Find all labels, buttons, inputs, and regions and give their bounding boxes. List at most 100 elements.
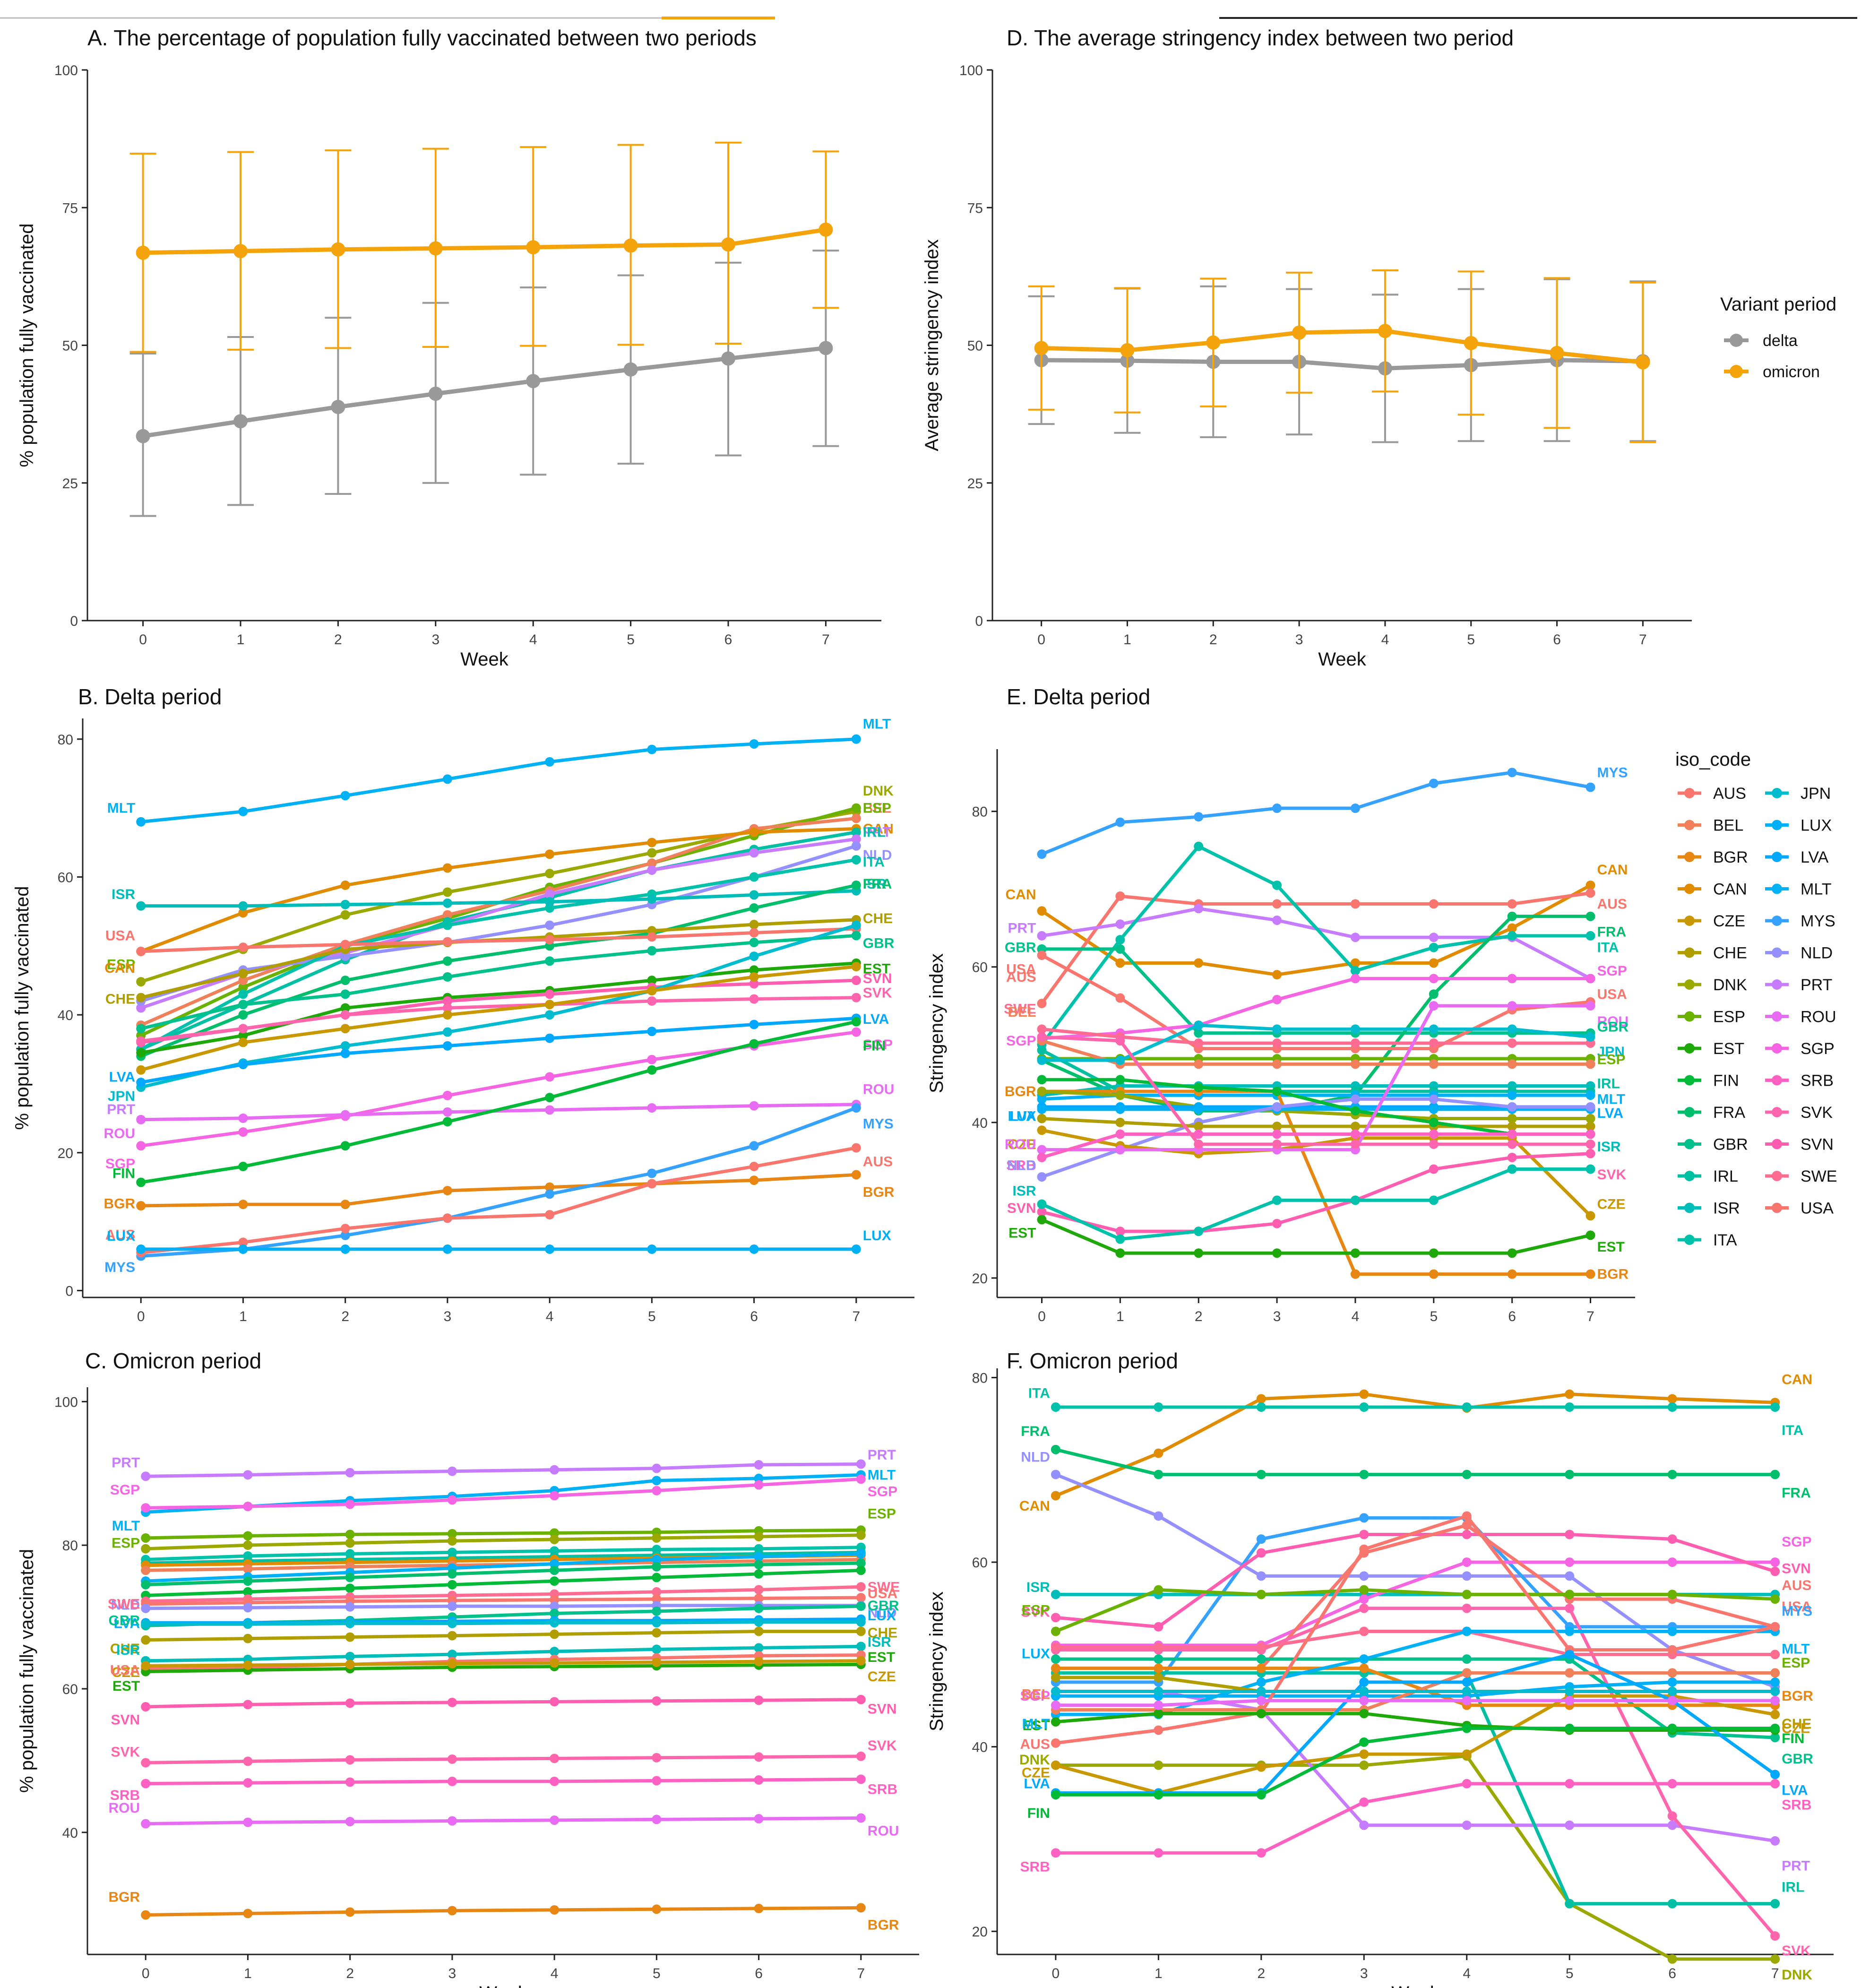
data-point bbox=[754, 1814, 764, 1824]
data-point bbox=[647, 932, 657, 942]
data-point bbox=[545, 1000, 555, 1010]
data-point bbox=[1462, 1749, 1472, 1759]
data-point bbox=[652, 1555, 662, 1564]
y-tick-label: 0 bbox=[65, 1283, 73, 1299]
country-label-mlt: MLT bbox=[112, 1518, 140, 1534]
series-line bbox=[141, 927, 856, 953]
series-line bbox=[140, 924, 857, 1089]
y-tick-label: 40 bbox=[972, 1740, 988, 1755]
legend-label-fra: FRA bbox=[1713, 1104, 1745, 1122]
country-label-fin: FIN bbox=[1782, 1731, 1804, 1746]
data-point bbox=[141, 1635, 151, 1645]
data-point bbox=[1586, 1269, 1595, 1279]
data-point bbox=[1051, 1686, 1060, 1696]
x-tick-label: 3 bbox=[431, 632, 439, 648]
data-point bbox=[1272, 1195, 1282, 1205]
data-point bbox=[447, 1601, 457, 1611]
data-point bbox=[851, 1143, 861, 1153]
data-point bbox=[340, 1244, 350, 1254]
data-point bbox=[1272, 899, 1282, 909]
series-line bbox=[140, 1030, 857, 1148]
country-label-aus: AUS bbox=[1006, 969, 1036, 985]
x-tick-label: 6 bbox=[1553, 632, 1561, 648]
data-point bbox=[340, 1010, 350, 1020]
data-point bbox=[749, 1176, 759, 1185]
series-line bbox=[140, 844, 857, 1003]
country-label-sgp: SGP bbox=[1597, 963, 1627, 979]
data-point bbox=[550, 1535, 560, 1545]
data-point bbox=[1272, 970, 1282, 980]
country-label-srb: SRB bbox=[1782, 1798, 1811, 1813]
series-line bbox=[1042, 1089, 1591, 1276]
data-point bbox=[1051, 1673, 1060, 1683]
series-line bbox=[1055, 1473, 1776, 1688]
country-label-cze: CZE bbox=[1782, 1721, 1810, 1737]
data-point bbox=[647, 1103, 657, 1113]
data-point bbox=[1667, 1779, 1677, 1789]
data-point bbox=[238, 968, 248, 978]
data-point bbox=[238, 942, 248, 952]
data-point bbox=[238, 1024, 248, 1034]
legend-key-point bbox=[1730, 365, 1743, 378]
data-point bbox=[754, 1560, 764, 1570]
series-line bbox=[1055, 1607, 1776, 1937]
x-tick-label: 0 bbox=[1037, 632, 1045, 648]
data-point bbox=[550, 1658, 560, 1668]
panel-title: E. Delta period bbox=[1007, 684, 1150, 709]
legend-key-point bbox=[1684, 1171, 1695, 1181]
data-point bbox=[1194, 1104, 1204, 1114]
series-line bbox=[1042, 977, 1591, 1040]
series-sgp bbox=[141, 1474, 866, 1513]
data-point bbox=[136, 1115, 146, 1124]
country-label-svk: SVK bbox=[1782, 1943, 1811, 1959]
country-label-svn: SVN bbox=[1782, 1561, 1811, 1577]
data-point bbox=[243, 1660, 253, 1670]
data-point bbox=[1350, 1106, 1360, 1116]
data-point bbox=[1359, 1585, 1369, 1595]
legend-key-point bbox=[1684, 1139, 1695, 1150]
series-line bbox=[140, 858, 857, 1051]
data-point bbox=[1037, 1024, 1047, 1034]
data-point bbox=[851, 1170, 861, 1180]
country-label-lux: LUX bbox=[1022, 1646, 1050, 1661]
data-point bbox=[243, 1502, 253, 1512]
data-point bbox=[331, 242, 345, 257]
data-point bbox=[856, 1601, 866, 1611]
data-point bbox=[721, 351, 735, 366]
country-label-isr: ISR bbox=[116, 1642, 140, 1658]
data-point bbox=[1037, 1114, 1047, 1124]
data-point bbox=[1350, 1129, 1360, 1139]
x-tick-label: 7 bbox=[822, 632, 830, 648]
data-point bbox=[428, 241, 443, 256]
data-point bbox=[647, 838, 657, 847]
series-srb bbox=[1037, 1129, 1595, 1162]
data-point bbox=[442, 996, 452, 1006]
data-point bbox=[856, 1626, 866, 1636]
data-point bbox=[851, 841, 861, 851]
data-point bbox=[1586, 1102, 1595, 1112]
data-point bbox=[1565, 1820, 1575, 1830]
country-label-mlt: MLT bbox=[863, 717, 891, 732]
country-label-esp: ESP bbox=[1597, 1052, 1626, 1068]
data-point bbox=[1770, 1622, 1780, 1632]
series-line bbox=[146, 1816, 861, 1826]
country-label-swe: SWE bbox=[1004, 1002, 1036, 1017]
data-point bbox=[1667, 1402, 1677, 1412]
y-tick-label: 80 bbox=[972, 804, 988, 820]
data-point bbox=[1667, 1686, 1677, 1696]
country-label-bgr: BGR bbox=[868, 1918, 899, 1933]
series-line bbox=[1041, 1039, 1591, 1066]
data-point bbox=[1565, 1650, 1575, 1660]
data-point bbox=[136, 1177, 146, 1187]
x-axis-label: Week bbox=[1318, 649, 1367, 670]
country-label-sgp: SGP bbox=[1006, 1033, 1036, 1049]
panel-title: F. Omicron period bbox=[1007, 1348, 1178, 1373]
country-label-isr: ISR bbox=[1012, 1184, 1036, 1199]
data-point bbox=[442, 920, 452, 930]
series-isr bbox=[136, 886, 861, 911]
data-point bbox=[1462, 1723, 1472, 1733]
y-axis-label: % population fully vaccinated bbox=[12, 886, 33, 1130]
legend-key-point bbox=[1684, 883, 1695, 894]
data-point bbox=[345, 1907, 355, 1917]
data-point bbox=[851, 813, 861, 823]
